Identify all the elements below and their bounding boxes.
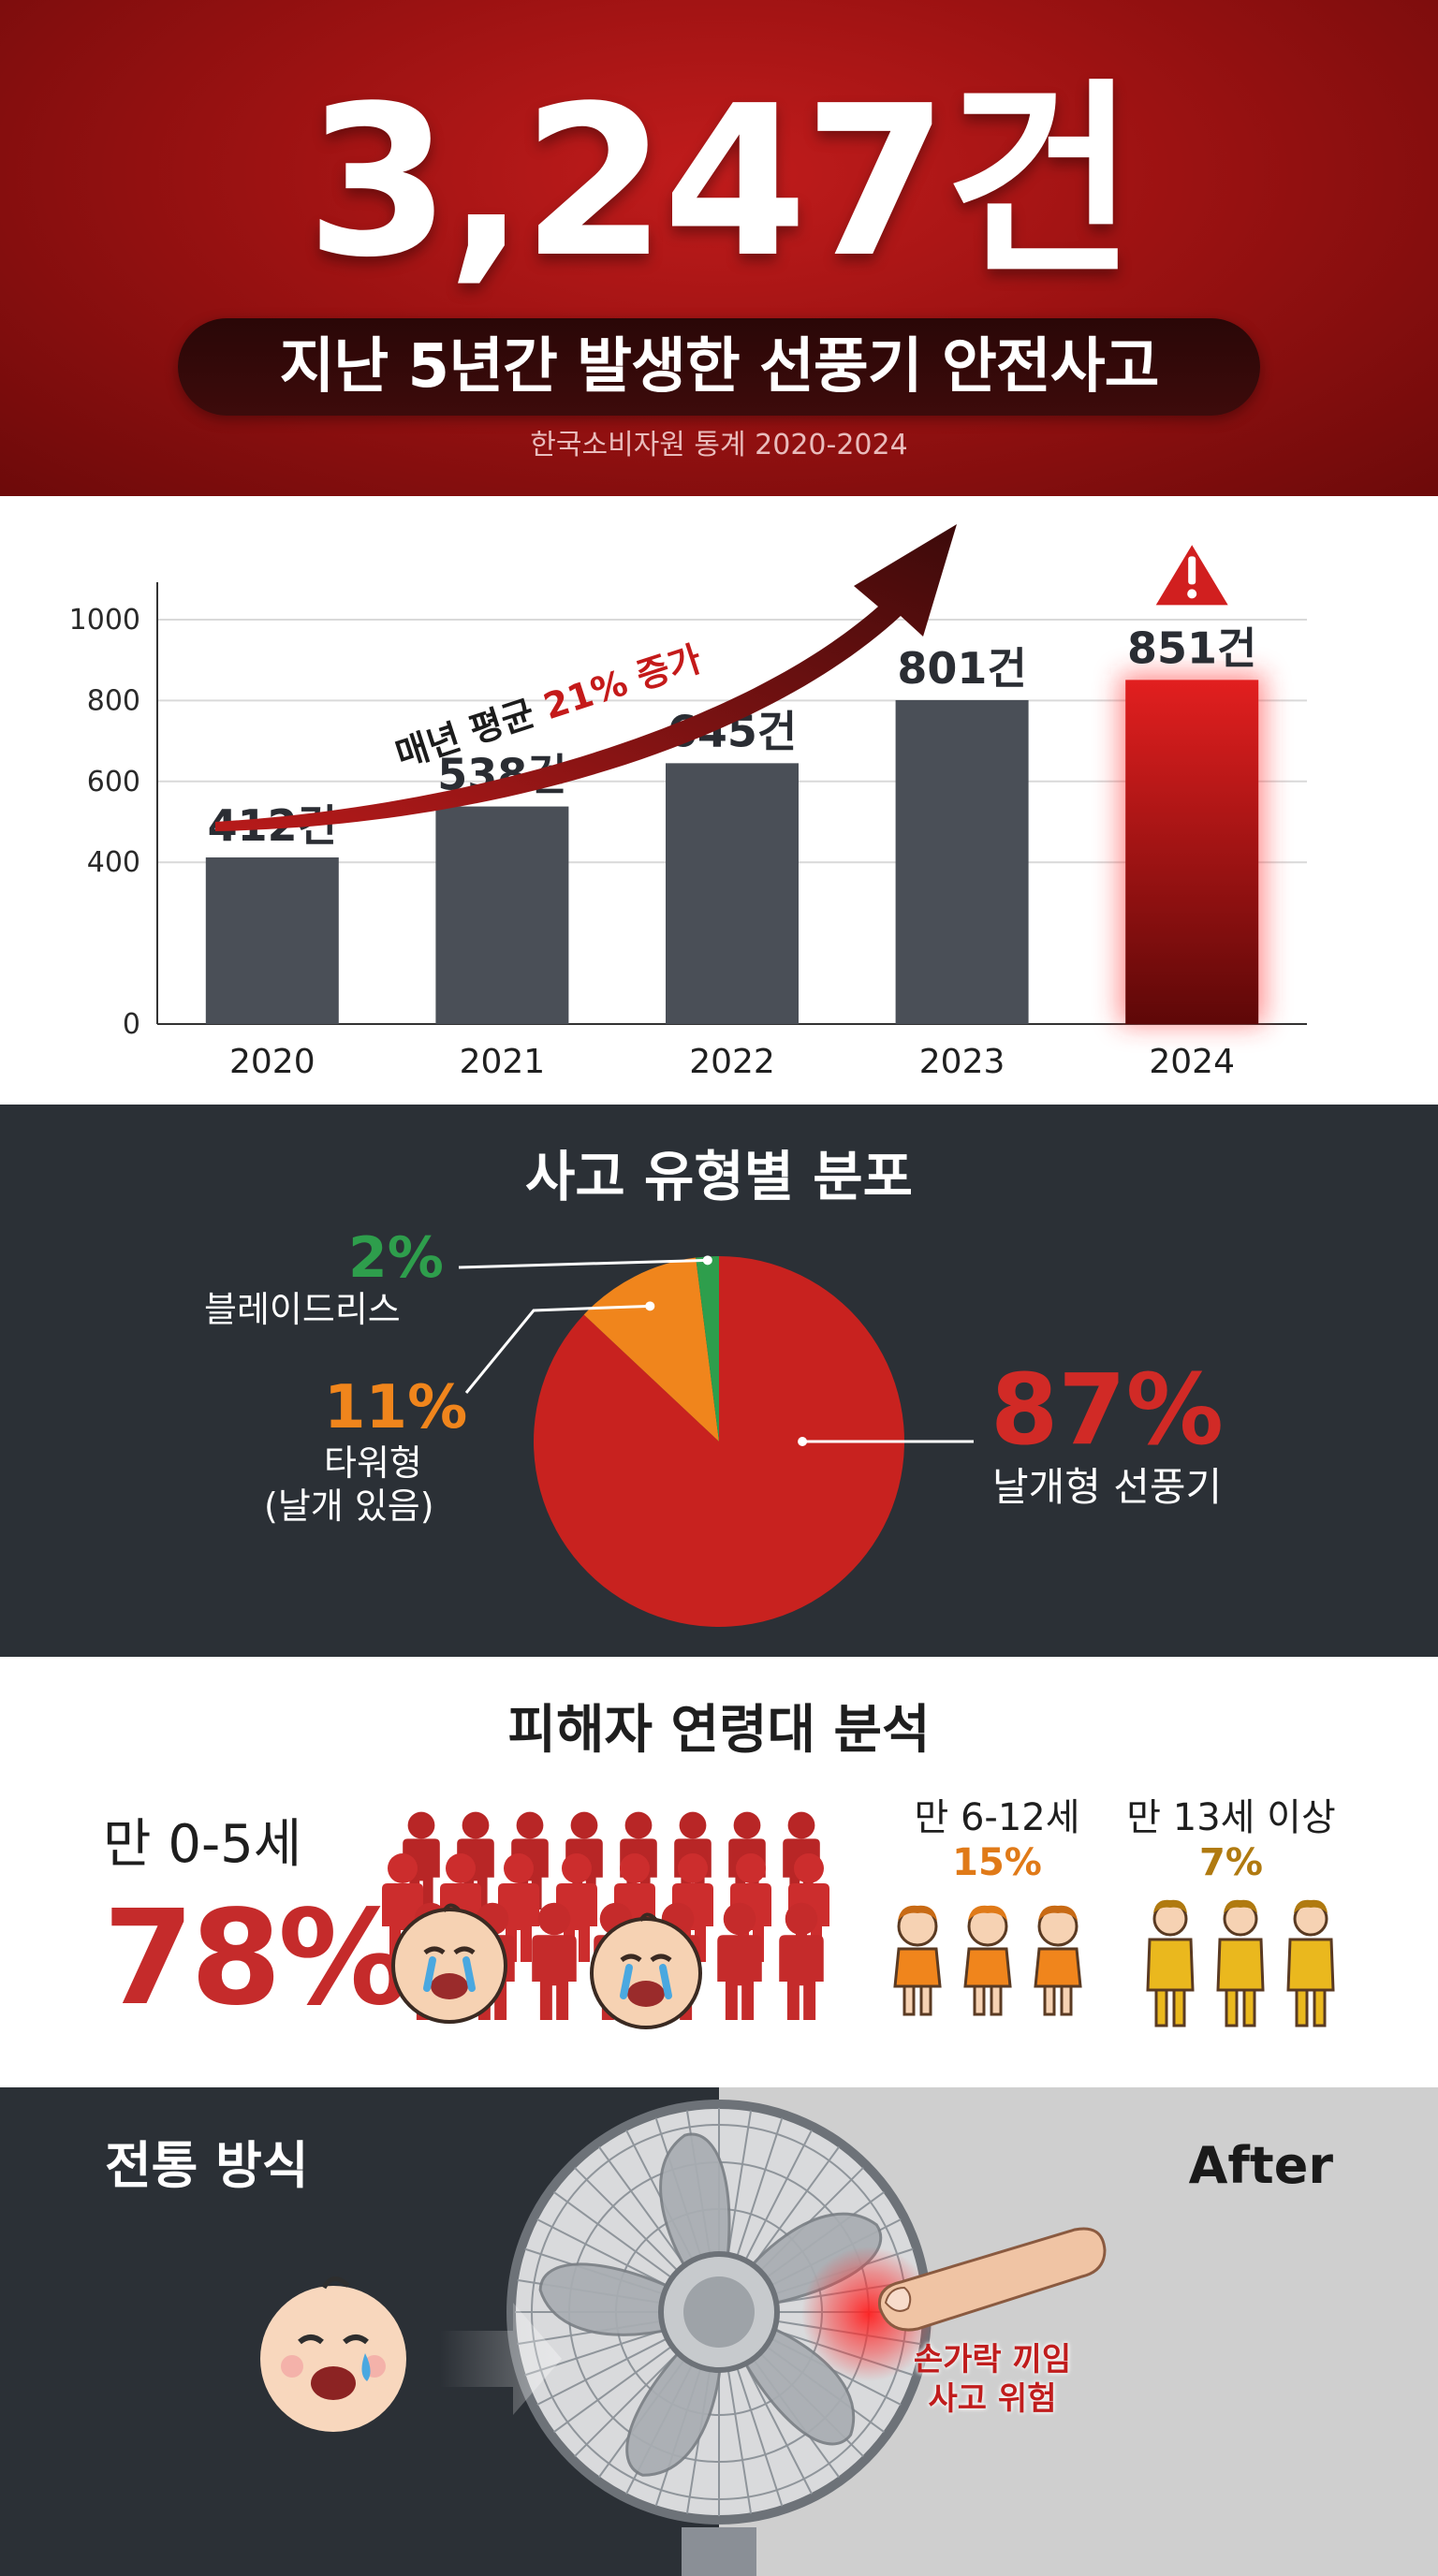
- crying-baby-icon: [391, 1903, 507, 2024]
- age-title: 피해자 연령대 분석: [507, 1700, 931, 1761]
- crowd-person: [779, 1902, 824, 2020]
- age-group-6-12-pct: 15%: [952, 1841, 1042, 1884]
- warning-icon: [1151, 539, 1234, 609]
- hazard-line-2: 사고 위험: [928, 2380, 1057, 2418]
- child-icon: [963, 1905, 1012, 2016]
- victim-age-section: 피해자 연령대 분석 만 0-5세 78% 만 6-12세 15% 만 13세 …: [0, 1657, 1438, 2087]
- hazard-label: 손가락 끼임 사고 위험: [861, 2340, 1123, 2419]
- age-group-0-5-label: 만 0-5세: [103, 1814, 302, 1875]
- fan-icon: [260, 2100, 1107, 2576]
- x-tick-label: 2021: [460, 1043, 546, 1081]
- pie-title: 사고 유형별 분포: [525, 1145, 913, 1208]
- blade-fan-label: 날개형 선풍기: [992, 1464, 1223, 1510]
- data-source: 한국소비자원 통계 2020-2024: [530, 429, 908, 461]
- child-icon: [1034, 1905, 1082, 2016]
- pie-leader-lines: [458, 1255, 974, 1446]
- pie-slice: [533, 1256, 904, 1627]
- after-title: After: [1188, 2136, 1333, 2195]
- bar-2020: [205, 857, 339, 1024]
- x-tick-label: 2023: [919, 1043, 1005, 1081]
- x-tick-label: 2024: [1149, 1043, 1235, 1081]
- y-tick-label: 400: [87, 846, 140, 879]
- header-banner: 3,247건 지난 5년간 발생한 선풍기 안전사고 한국소비자원 통계 202…: [0, 0, 1438, 496]
- comparison-section: 전통 방식 After 손가락 끼임 사고 위험: [0, 2087, 1438, 2576]
- trend-arrow-icon: [215, 524, 957, 831]
- adult-icon: [1286, 1899, 1335, 2027]
- header-subtitle: 지난 5년간 발생한 선풍기 안전사고: [279, 332, 1160, 402]
- blade-fan-pct: 87%: [990, 1353, 1224, 1467]
- tower-pct: 11%: [324, 1373, 468, 1442]
- y-tick-label: 600: [87, 766, 140, 798]
- blade-less-pct: 2%: [348, 1225, 444, 1291]
- bar-2024: [1125, 680, 1259, 1024]
- finger-icon: [877, 2227, 1107, 2332]
- subtitle-pill: 지난 5년간 발생한 선풍기 안전사고: [178, 318, 1260, 416]
- bar-value-label: 801건: [897, 643, 1026, 694]
- total-accidents: 3,247건: [305, 62, 1136, 303]
- y-tick-label: 1000: [69, 604, 140, 637]
- traditional-title: 전통 방식: [105, 2136, 309, 2195]
- crowd-person: [717, 1902, 762, 2020]
- bar-2021: [435, 806, 569, 1024]
- age-group-13-plus-pct: 7%: [1199, 1841, 1263, 1884]
- y-axis-ticks: 0 400 600 800 1000: [69, 604, 140, 1041]
- age-group-13-plus-label: 만 13세 이상: [1126, 1796, 1336, 1839]
- adults-icon: [1146, 1899, 1335, 2027]
- crying-baby-icon: [260, 2276, 406, 2432]
- accident-type-section: 사고 유형별 분포 2% 블레이드리스 11% 타워형 (날개 있음) 87% …: [0, 1105, 1438, 1657]
- crowd-icon: [382, 1811, 829, 2029]
- hazard-line-1: 손가락 끼임: [913, 2341, 1072, 2378]
- tower-label: 타워형: [324, 1442, 422, 1484]
- bar-value-label: 851건: [1127, 622, 1256, 673]
- age-group-0-5-pct: 78%: [103, 1882, 409, 2035]
- x-tick-label: 2022: [689, 1043, 775, 1081]
- pie-slices: [533, 1256, 904, 1627]
- pie-slice: [583, 1257, 719, 1442]
- bar-marks: 412건2020538건2021645건2022801건2023851건2024: [205, 622, 1265, 1081]
- adult-icon: [1146, 1899, 1195, 2027]
- crying-baby-icon: [590, 1912, 702, 2029]
- bar-2022: [666, 763, 799, 1024]
- tower-sublabel: (날개 있음): [264, 1486, 434, 1527]
- crowd-person: [532, 1902, 577, 2020]
- adult-icon: [1216, 1899, 1265, 2027]
- child-icon: [893, 1905, 942, 2016]
- age-group-6-12-label: 만 6-12세: [914, 1796, 1080, 1839]
- y-tick-label: 0: [123, 1008, 140, 1041]
- y-tick-label: 800: [87, 684, 140, 717]
- pie-slice: [696, 1256, 719, 1442]
- motion-arrow-icon: [440, 2303, 562, 2415]
- blade-less-label: 블레이드리스: [204, 1289, 401, 1330]
- bar-2023: [895, 699, 1029, 1024]
- x-tick-label: 2020: [229, 1043, 315, 1081]
- pie-chart-svg: [458, 1255, 974, 1627]
- children-icon: [893, 1905, 1082, 2016]
